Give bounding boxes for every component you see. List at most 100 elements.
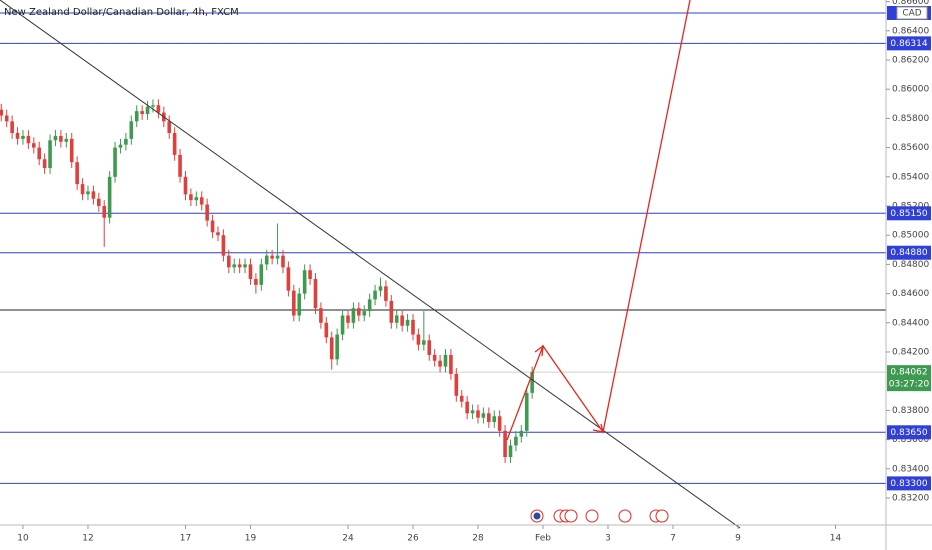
candle-body bbox=[335, 334, 339, 360]
candle-body bbox=[400, 315, 404, 326]
x-tick-label: 19 bbox=[245, 534, 257, 544]
candle-body bbox=[443, 354, 448, 367]
level-label-box bbox=[887, 206, 931, 221]
candle-body bbox=[4, 115, 9, 122]
event-icon[interactable] bbox=[585, 509, 599, 523]
candle-body bbox=[286, 267, 291, 291]
candle-body bbox=[69, 138, 74, 163]
event-icon[interactable] bbox=[618, 509, 632, 523]
candle-body bbox=[205, 204, 209, 221]
candle-body bbox=[357, 308, 361, 316]
candle-body bbox=[97, 198, 101, 206]
candle-body bbox=[124, 138, 128, 145]
candle-body bbox=[53, 135, 58, 141]
candle-body bbox=[15, 133, 20, 139]
candle-body bbox=[129, 121, 134, 139]
event-icon[interactable] bbox=[564, 509, 578, 523]
candle-body bbox=[476, 410, 480, 418]
candle-body bbox=[449, 354, 453, 374]
x-tick-label: 28 bbox=[472, 534, 484, 544]
candle-body bbox=[270, 255, 274, 259]
candle-body bbox=[438, 360, 442, 367]
candle-body bbox=[384, 286, 388, 301]
y-tick-label: 0.85400 bbox=[892, 172, 929, 182]
candle-body bbox=[42, 159, 47, 169]
candle-body bbox=[519, 430, 524, 437]
level-label: 0.86314 bbox=[890, 39, 927, 49]
y-tick-label: 0.83200 bbox=[892, 493, 929, 503]
candle-body bbox=[427, 340, 432, 355]
projection-arrow bbox=[506, 0, 691, 441]
y-tick-label: 0.83600 bbox=[892, 435, 929, 445]
currency-box bbox=[896, 6, 928, 20]
x-tick-label: 10 bbox=[17, 534, 29, 544]
candle-body bbox=[140, 111, 144, 115]
candle-body bbox=[432, 354, 437, 361]
currency-label: CAD bbox=[902, 8, 921, 18]
candle-body bbox=[465, 401, 469, 414]
event-icons bbox=[530, 509, 669, 523]
candle-body bbox=[492, 416, 497, 423]
candle-body bbox=[91, 191, 96, 199]
candle-body bbox=[367, 299, 372, 312]
candle-body bbox=[524, 392, 529, 431]
countdown-label: 03:27:20 bbox=[889, 380, 930, 390]
candle-body bbox=[194, 197, 199, 201]
level-label-box bbox=[887, 245, 931, 260]
event-icon[interactable] bbox=[655, 509, 669, 523]
candle-body bbox=[32, 143, 36, 148]
candle-body bbox=[508, 445, 513, 458]
candle-body bbox=[21, 135, 25, 139]
axis-layer: 0.86600 0.86400 0.86200 0.86000 0.85800 0.856… bbox=[17, 0, 931, 544]
candle-body bbox=[118, 144, 123, 148]
price-label-box bbox=[887, 365, 931, 392]
candle-body bbox=[411, 319, 415, 335]
candle-body bbox=[59, 135, 63, 142]
y-tick-label: 0.86400 bbox=[892, 26, 929, 36]
x-tick-label: 24 bbox=[342, 534, 354, 544]
candle-body bbox=[102, 205, 107, 218]
y-tick-label: 0.86000 bbox=[892, 85, 929, 95]
candle-body bbox=[487, 413, 491, 423]
candle-body bbox=[183, 176, 188, 195]
y-tick-label: 0.86600 bbox=[892, 0, 929, 7]
candle-body bbox=[243, 264, 247, 268]
candles-layer bbox=[0, 99, 534, 463]
candle-body bbox=[64, 138, 69, 142]
candle-body bbox=[167, 121, 172, 134]
candle-body bbox=[514, 436, 518, 446]
candle-body bbox=[26, 135, 31, 144]
candle-body bbox=[156, 105, 161, 113]
candle-body bbox=[232, 264, 237, 268]
candle-body bbox=[422, 340, 426, 345]
candle-body bbox=[210, 220, 215, 233]
y-tick-label: 0.84400 bbox=[892, 318, 929, 328]
x-tick-label: Feb bbox=[535, 534, 551, 544]
price-label: 0.84062 bbox=[890, 368, 927, 378]
candle-body bbox=[107, 176, 112, 218]
candle-body bbox=[189, 194, 193, 201]
x-tick-label: 17 bbox=[180, 534, 191, 544]
candle-body bbox=[394, 315, 399, 323]
candle-body bbox=[351, 308, 356, 323]
candle-body bbox=[264, 255, 269, 265]
candle-body bbox=[75, 162, 79, 185]
candle-body bbox=[178, 154, 182, 177]
y-tick-label: 0.84800 bbox=[892, 260, 929, 270]
y-tick-label: 0.83800 bbox=[892, 406, 929, 416]
candle-body bbox=[470, 410, 475, 414]
y-tick-label: 0.84600 bbox=[892, 289, 929, 299]
candle-body bbox=[530, 372, 534, 393]
level-label: 0.84880 bbox=[890, 248, 927, 258]
candle-body bbox=[259, 264, 264, 285]
y-tick-label: 0.85800 bbox=[892, 114, 929, 124]
chart-title: New Zealand Dollar/Canadian Dollar, 4h, … bbox=[4, 7, 239, 18]
candle-body bbox=[346, 315, 350, 323]
candle-body bbox=[134, 111, 139, 122]
candle-body bbox=[292, 290, 296, 316]
candle-body bbox=[454, 373, 459, 396]
level-label: 0.83300 bbox=[890, 479, 927, 489]
level-label-box bbox=[887, 425, 931, 440]
